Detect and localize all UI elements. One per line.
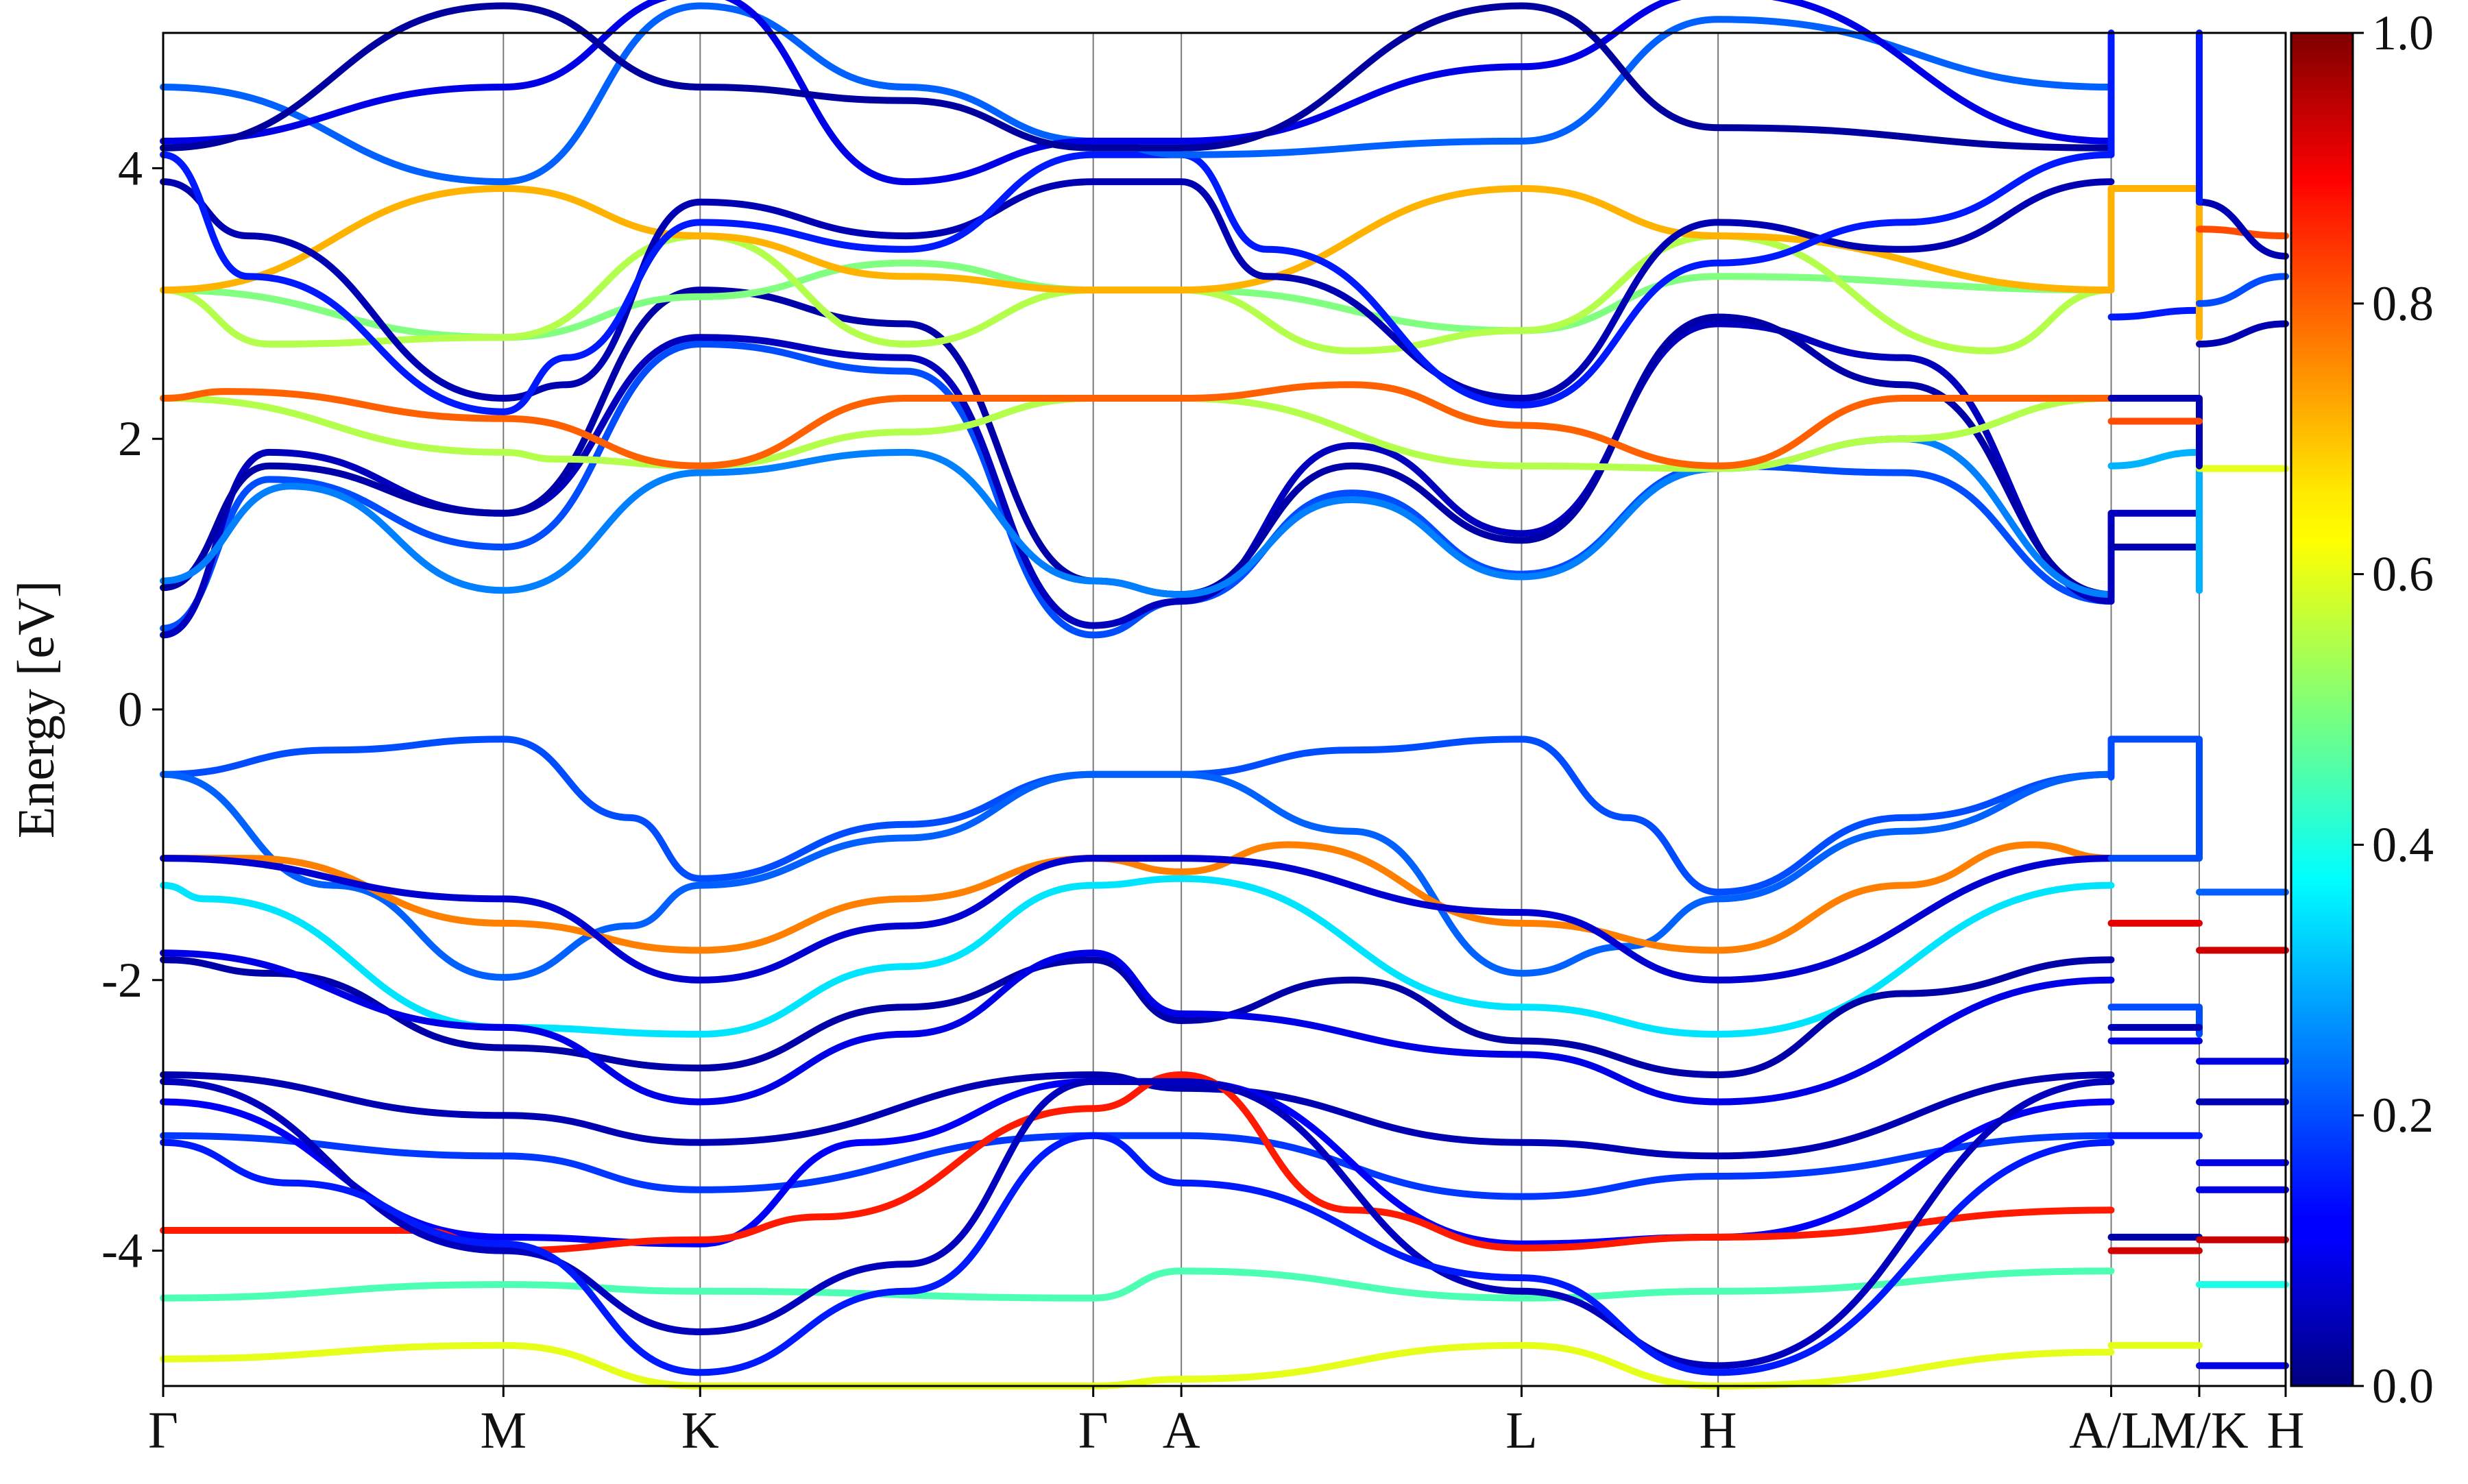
y-tick-label: 2 (118, 411, 143, 466)
band-line (160, 0, 2115, 186)
y-axis: 4 2 0 -2 -4 (101, 141, 163, 1278)
band-line (160, 2, 2115, 151)
band-line (2196, 273, 2289, 307)
band-line (2107, 394, 2203, 470)
colorbar-tick-label: 0.6 (2372, 547, 2434, 602)
band-line (160, 956, 2115, 1078)
x-tick-label: M/K (2150, 1402, 2249, 1459)
band-line (160, 875, 2115, 1038)
x-tick-label: H (2267, 1402, 2305, 1459)
band-line (2196, 320, 2289, 348)
colorbar-ticks: 0.0 0.2 0.4 0.6 0.8 1.0 (2353, 5, 2434, 1413)
colorbar-tick-label: 1.0 (2372, 5, 2434, 60)
colorbar-tick-label: 0.4 (2372, 817, 2434, 872)
band-line (160, 1341, 2115, 1390)
band-line (160, 1267, 2115, 1302)
y-tick-label: 4 (118, 141, 143, 195)
x-tick-label: Γ (1078, 1402, 1109, 1459)
colorbar (2290, 32, 2354, 1387)
y-tick-label: -2 (101, 953, 143, 1008)
band-line (160, 841, 2115, 954)
colorbar-tick-label: 0.8 (2372, 276, 2434, 331)
band-line (2107, 448, 2203, 594)
y-axis-label: Energy [eV] (8, 581, 65, 838)
band-line (160, 435, 2115, 598)
band-line (160, 1132, 2115, 1200)
x-axis: Γ M K Γ A L H A/LM/K H (148, 1386, 2304, 1459)
x-tick-label: H (1699, 1402, 1737, 1459)
x-tick-label: A (1163, 1402, 1200, 1459)
band-line (160, 855, 2115, 984)
band-line (2107, 735, 2203, 862)
band-line (160, 394, 2115, 472)
band-line (2196, 198, 2289, 260)
y-tick-label: 0 (118, 682, 143, 737)
band-line (160, 151, 2115, 415)
colorbar-tick-label: 0.0 (2372, 1359, 2434, 1413)
x-tick-label: L (1505, 1402, 1537, 1459)
band-line (2107, 1003, 2203, 1038)
x-tick-label: K (681, 1402, 719, 1459)
band-line (2107, 184, 2203, 341)
y-tick-label: -4 (101, 1224, 143, 1278)
band-line (160, 178, 2115, 402)
band-line (160, 259, 2115, 341)
band-line (160, 185, 2115, 294)
colorbar-tick-label: 0.2 (2372, 1088, 2434, 1143)
band-line (160, 949, 2115, 1106)
band-lines (160, 0, 2289, 1390)
band-line (160, 1078, 2115, 1370)
band-line (160, 735, 2115, 896)
band-line (160, 381, 2115, 470)
band-line (160, 1132, 2115, 1376)
band-line (160, 770, 2115, 981)
band-line (2107, 509, 2203, 605)
x-tick-label: M (480, 1402, 527, 1459)
x-tick-label: A/L (2069, 1402, 2153, 1459)
band-line (2107, 306, 2203, 321)
x-tick-label: Γ (148, 1402, 178, 1459)
